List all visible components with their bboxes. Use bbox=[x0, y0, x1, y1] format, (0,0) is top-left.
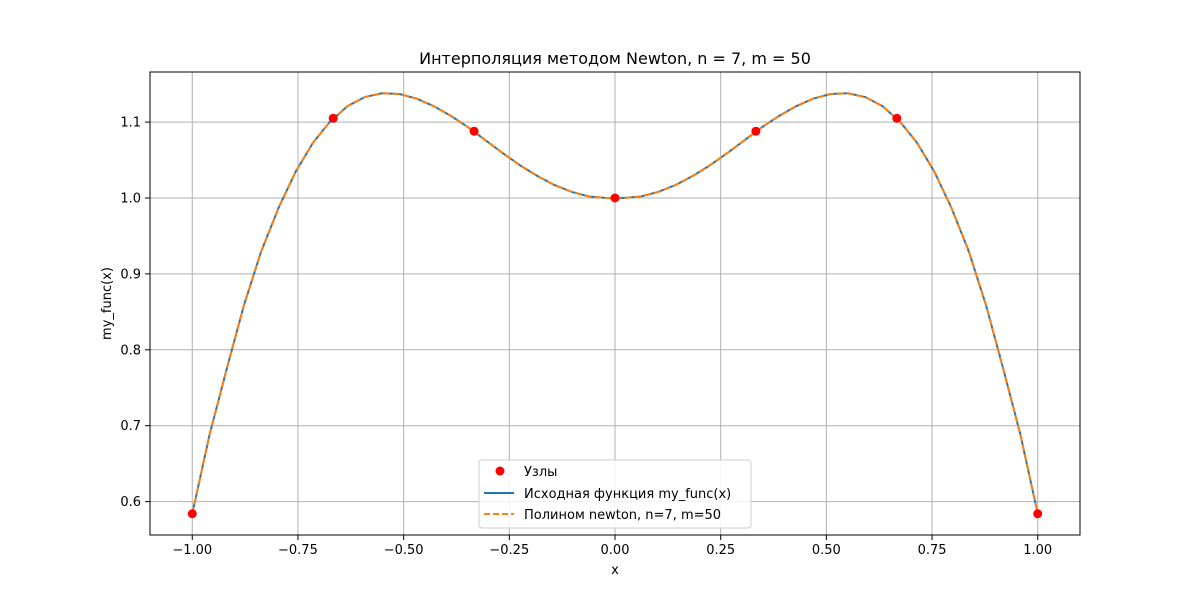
x-tick-label: −0.50 bbox=[384, 543, 424, 558]
x-axis-ticks: −1.00 −0.75 −0.50 −0.25 0.00 0.25 0.50 0.75 1.00 bbox=[172, 535, 1052, 558]
x-tick-label: −0.25 bbox=[489, 543, 529, 558]
legend: Узлы Исходная функция my_func(x) Полином… bbox=[478, 459, 752, 529]
y-tick-label: 1.0 bbox=[120, 192, 141, 207]
legend-box bbox=[478, 459, 752, 529]
node-point bbox=[751, 126, 761, 136]
x-tick-label: 0.00 bbox=[601, 543, 630, 558]
x-tick-label: −1.00 bbox=[172, 543, 212, 558]
legend-nodes-label: Узлы bbox=[524, 465, 557, 480]
node-point bbox=[328, 113, 338, 123]
nodes-layer bbox=[187, 113, 1043, 519]
y-tick-label: 1.1 bbox=[120, 116, 141, 131]
legend-nodes-marker bbox=[495, 466, 505, 476]
legend-polynomial-label: Полином newton, n=7, m=50 bbox=[524, 508, 721, 523]
x-axis-label: x bbox=[611, 563, 619, 578]
y-tick-label: 0.9 bbox=[120, 267, 141, 282]
node-point bbox=[187, 509, 197, 519]
x-tick-label: 0.75 bbox=[918, 543, 947, 558]
node-point bbox=[1033, 509, 1043, 519]
x-tick-label: −0.75 bbox=[278, 543, 318, 558]
legend-original-label: Исходная функция my_func(x) bbox=[524, 487, 731, 502]
x-tick-label: 0.25 bbox=[706, 543, 735, 558]
y-tick-label: 0.7 bbox=[120, 419, 141, 434]
y-tick-label: 0.8 bbox=[120, 343, 141, 358]
x-tick-label: 1.00 bbox=[1023, 543, 1052, 558]
y-axis-label: my_func(x) bbox=[100, 267, 115, 340]
y-axis-ticks: 0.6 0.7 0.8 0.9 1.0 1.1 bbox=[120, 116, 150, 510]
x-tick-label: 0.50 bbox=[812, 543, 841, 558]
y-tick-label: 0.6 bbox=[120, 495, 141, 510]
chart-title: Интерполяция методом Newton, n = 7, m = … bbox=[419, 49, 811, 68]
node-point bbox=[469, 126, 479, 136]
node-point bbox=[610, 193, 620, 203]
node-point bbox=[892, 113, 902, 123]
